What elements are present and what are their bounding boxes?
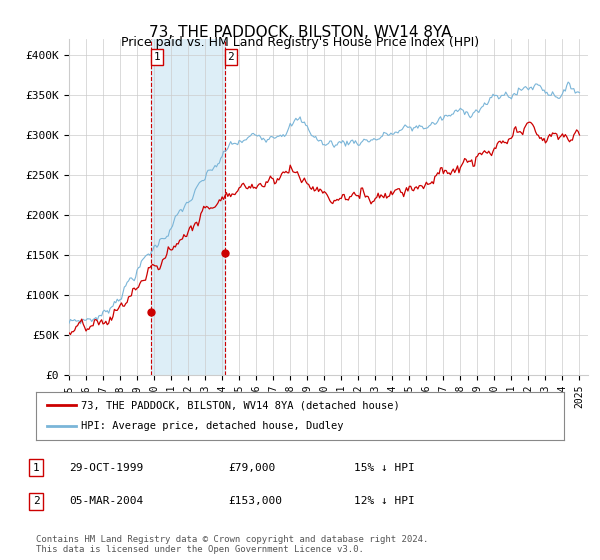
Text: 12% ↓ HPI: 12% ↓ HPI <box>354 496 415 506</box>
Text: 73, THE PADDOCK, BILSTON, WV14 8YA (detached house): 73, THE PADDOCK, BILSTON, WV14 8YA (deta… <box>81 400 400 410</box>
Text: 2: 2 <box>32 496 40 506</box>
Text: 1: 1 <box>32 463 40 473</box>
Text: HPI: Average price, detached house, Dudley: HPI: Average price, detached house, Dudl… <box>81 421 343 431</box>
Text: 73, THE PADDOCK, BILSTON, WV14 8YA: 73, THE PADDOCK, BILSTON, WV14 8YA <box>149 25 451 40</box>
Text: 29-OCT-1999: 29-OCT-1999 <box>69 463 143 473</box>
Text: 05-MAR-2004: 05-MAR-2004 <box>69 496 143 506</box>
Text: Contains HM Land Registry data © Crown copyright and database right 2024.
This d: Contains HM Land Registry data © Crown c… <box>36 535 428 554</box>
Text: 1: 1 <box>154 52 160 62</box>
Text: 15% ↓ HPI: 15% ↓ HPI <box>354 463 415 473</box>
Text: £79,000: £79,000 <box>228 463 275 473</box>
Text: 2: 2 <box>227 52 235 62</box>
Bar <box>151 39 225 375</box>
Text: Price paid vs. HM Land Registry's House Price Index (HPI): Price paid vs. HM Land Registry's House … <box>121 36 479 49</box>
Text: £153,000: £153,000 <box>228 496 282 506</box>
